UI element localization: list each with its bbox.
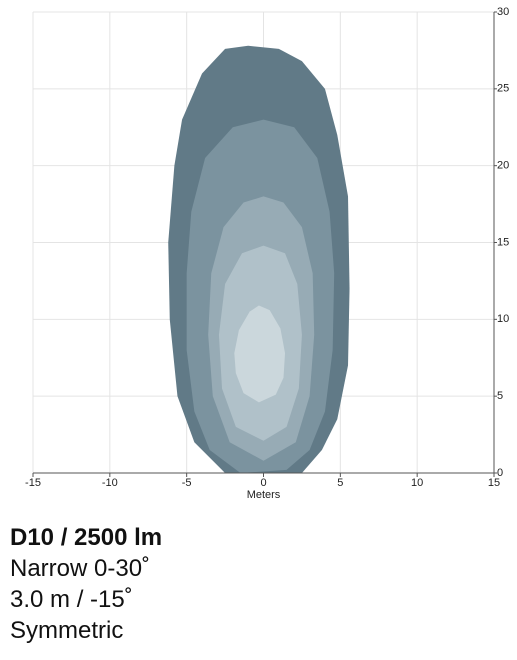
x-tick-label: 10 <box>411 477 423 489</box>
x-tick-label: -10 <box>102 477 118 489</box>
y-tick-label: 25 <box>497 83 509 95</box>
x-axis-label: Meters <box>247 489 281 501</box>
y-tick-label: 10 <box>497 313 509 325</box>
contour <box>234 305 286 403</box>
caption-line: 3.0 m / -15˚ <box>10 586 133 613</box>
caption-title: D10 / 2500 lm <box>10 524 163 551</box>
y-tick-label: 30 <box>497 6 509 18</box>
y-tick-label: 15 <box>497 236 509 248</box>
y-tick-label: 0 <box>497 467 503 479</box>
caption: D10 / 2500 lm Narrow 0-30˚ 3.0 m / -15˚ … <box>10 522 162 646</box>
x-tick-label: 15 <box>488 477 500 489</box>
y-tick-label: 20 <box>497 160 509 172</box>
x-tick-label: -5 <box>182 477 192 489</box>
x-tick-label: 5 <box>337 477 343 489</box>
y-tick-label: 5 <box>497 390 503 402</box>
x-tick-label: 0 <box>260 477 266 489</box>
x-tick-label: -15 <box>25 477 41 489</box>
caption-line: Narrow 0-30˚ <box>10 555 151 582</box>
caption-line: Symmetric <box>10 617 124 644</box>
